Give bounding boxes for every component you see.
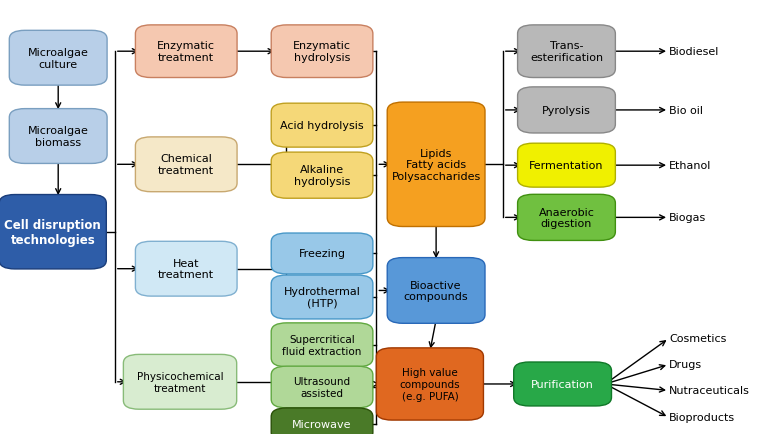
FancyBboxPatch shape bbox=[9, 31, 107, 86]
Text: Alkaline
hydrolysis: Alkaline hydrolysis bbox=[294, 165, 350, 187]
Text: Biogas: Biogas bbox=[669, 213, 706, 223]
FancyBboxPatch shape bbox=[135, 242, 237, 296]
FancyBboxPatch shape bbox=[272, 366, 372, 408]
Text: Acid hydrolysis: Acid hydrolysis bbox=[280, 121, 364, 131]
FancyBboxPatch shape bbox=[518, 26, 615, 78]
Text: Enzymatic
hydrolysis: Enzymatic hydrolysis bbox=[293, 41, 351, 63]
Text: Pyrolysis: Pyrolysis bbox=[542, 106, 591, 115]
FancyBboxPatch shape bbox=[376, 348, 483, 420]
Text: Bioproducts: Bioproducts bbox=[669, 413, 735, 422]
FancyBboxPatch shape bbox=[135, 138, 237, 192]
FancyBboxPatch shape bbox=[387, 258, 485, 324]
Text: Nutraceuticals: Nutraceuticals bbox=[669, 386, 750, 395]
Text: Purification: Purification bbox=[531, 379, 594, 389]
Text: Microalgae
culture: Microalgae culture bbox=[28, 48, 88, 69]
Text: Lipids
Fatty acids
Polysaccharides: Lipids Fatty acids Polysaccharides bbox=[391, 148, 481, 181]
Text: Anaerobic
digestion: Anaerobic digestion bbox=[539, 207, 594, 229]
Text: Bioactive
compounds: Bioactive compounds bbox=[404, 280, 469, 302]
FancyBboxPatch shape bbox=[518, 144, 615, 187]
Text: Chemical
treatment: Chemical treatment bbox=[158, 154, 214, 176]
FancyBboxPatch shape bbox=[518, 195, 615, 241]
FancyBboxPatch shape bbox=[272, 275, 372, 319]
Text: Cosmetics: Cosmetics bbox=[669, 334, 726, 343]
FancyBboxPatch shape bbox=[135, 26, 237, 78]
FancyBboxPatch shape bbox=[272, 233, 372, 274]
Text: Ethanol: Ethanol bbox=[669, 161, 712, 171]
FancyBboxPatch shape bbox=[514, 362, 611, 406]
FancyBboxPatch shape bbox=[518, 88, 615, 134]
FancyBboxPatch shape bbox=[123, 355, 237, 409]
FancyBboxPatch shape bbox=[272, 26, 372, 78]
Text: Cell disruption
technologies: Cell disruption technologies bbox=[5, 218, 101, 246]
Text: Bio oil: Bio oil bbox=[669, 106, 703, 115]
Text: Supercritical
fluid extraction: Supercritical fluid extraction bbox=[282, 334, 362, 356]
Text: Ultrasound
assisted: Ultrasound assisted bbox=[293, 376, 351, 398]
Text: Microalgae
biomass: Microalgae biomass bbox=[28, 126, 88, 148]
FancyBboxPatch shape bbox=[272, 408, 372, 434]
Text: Physicochemical
treatment: Physicochemical treatment bbox=[137, 371, 223, 393]
Text: Freezing: Freezing bbox=[299, 249, 345, 259]
FancyBboxPatch shape bbox=[0, 195, 106, 269]
Text: Enzymatic
treatment: Enzymatic treatment bbox=[158, 41, 215, 63]
Text: Drugs: Drugs bbox=[669, 360, 702, 369]
Text: Microwave: Microwave bbox=[293, 420, 352, 429]
FancyBboxPatch shape bbox=[387, 103, 485, 227]
FancyBboxPatch shape bbox=[272, 104, 372, 148]
Text: Fermentation: Fermentation bbox=[529, 161, 604, 171]
FancyBboxPatch shape bbox=[272, 323, 372, 367]
Text: High value
compounds
(e.g. PUFA): High value compounds (e.g. PUFA) bbox=[400, 368, 460, 401]
Text: Trans-
esterification: Trans- esterification bbox=[530, 41, 603, 63]
Text: Biodiesel: Biodiesel bbox=[669, 47, 719, 57]
Text: Hydrothermal
(HTP): Hydrothermal (HTP) bbox=[283, 286, 361, 308]
FancyBboxPatch shape bbox=[9, 109, 107, 164]
Text: Heat
treatment: Heat treatment bbox=[158, 258, 214, 280]
FancyBboxPatch shape bbox=[272, 153, 372, 199]
